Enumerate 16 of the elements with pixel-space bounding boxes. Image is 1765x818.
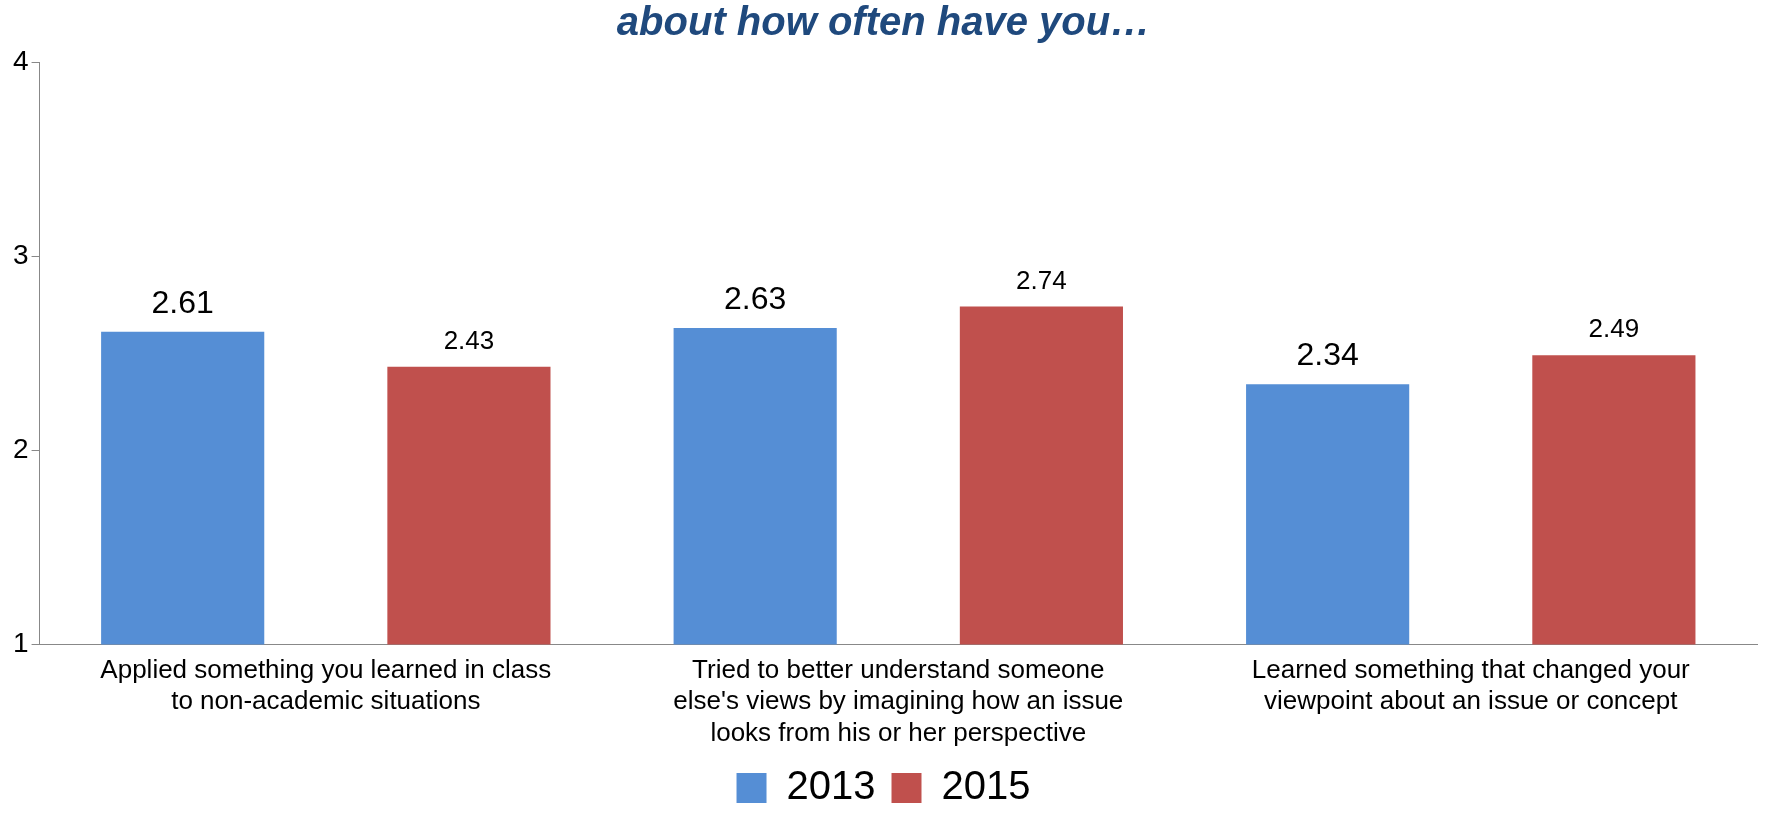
legend-label: 2015 bbox=[941, 763, 1031, 808]
data-label: 2.61 bbox=[151, 283, 214, 320]
data-label: 2.34 bbox=[1296, 336, 1359, 373]
y-tick-label: 2 bbox=[12, 432, 29, 464]
chart-title: about how often have you… bbox=[616, 0, 1151, 44]
y-tick-label: 4 bbox=[12, 44, 29, 76]
data-label: 2.63 bbox=[724, 279, 787, 316]
data-label: 2.74 bbox=[1016, 264, 1067, 295]
legend-label: 2013 bbox=[786, 763, 876, 808]
y-tick-label: 1 bbox=[12, 627, 29, 659]
data-label: 2.49 bbox=[1588, 313, 1640, 344]
y-tick-label: 3 bbox=[12, 238, 29, 270]
x-tick-label: Learned something that changed your viewpoint about an issue or concept bbox=[1251, 654, 1691, 716]
x-tick-label: Applied something you learned in class to non-academic situations bbox=[100, 654, 552, 716]
x-tick-label: Tried to better understand someone else's views by imagining how an issue looks from his or her perspective bbox=[673, 654, 1124, 747]
data-label: 2.43 bbox=[443, 324, 495, 355]
